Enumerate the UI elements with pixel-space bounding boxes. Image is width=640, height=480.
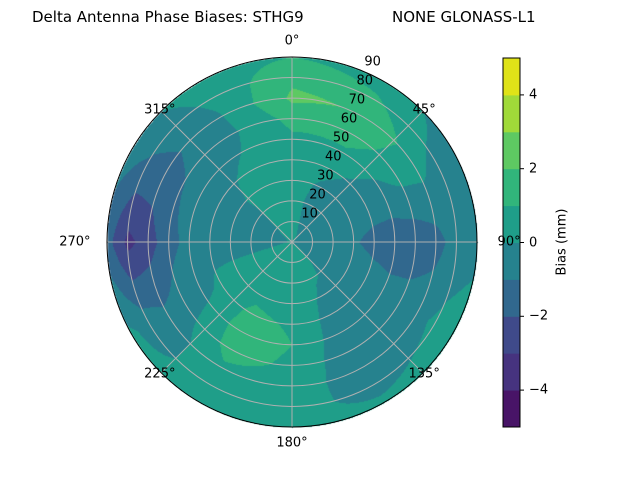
angular-gridline	[291, 241, 424, 374]
radial-tick-label: 40	[325, 149, 342, 165]
colorbar-tick-label: 0	[529, 235, 538, 250]
angular-gridline	[291, 110, 424, 243]
colorbar-label: Bias (mm)	[554, 208, 570, 276]
radial-tick-label: 80	[356, 73, 374, 89]
azimuth-tick-label: 180°	[276, 435, 308, 451]
colorbar-band	[503, 390, 520, 428]
azimuth-tick-label: 0°	[284, 33, 300, 49]
colorbar-band	[503, 205, 520, 243]
colorbar-tick-label: −2	[529, 308, 549, 324]
angular-gridline	[160, 241, 293, 374]
radial-tick-label: 20	[309, 187, 326, 203]
colorbar-tick-label: 4	[529, 87, 538, 103]
colorbar-band	[503, 168, 520, 207]
chart-title: Delta Antenna Phase Biases: STHG9	[32, 8, 304, 26]
colorbar-band	[503, 316, 520, 354]
azimuth-tick-label: 45°	[412, 102, 436, 118]
azimuth-tick-label: 225°	[144, 366, 176, 382]
angular-gridline	[160, 110, 293, 243]
colorbar-tick-label: −4	[529, 382, 549, 398]
colorbar-tick-label: 2	[529, 161, 538, 177]
colorbar-band	[503, 353, 520, 391]
colorbar-band	[503, 242, 520, 280]
colorbar-band	[503, 279, 520, 317]
colorbar-band	[503, 131, 520, 170]
colorbar-band	[503, 94, 520, 133]
azimuth-tick-label: 315°	[144, 102, 176, 118]
radial-tick-label: 30	[317, 168, 334, 184]
azimuth-tick-label: 135°	[408, 366, 440, 382]
radial-tick-label: 50	[332, 130, 350, 146]
radial-tick-label: 90	[364, 54, 381, 70]
radial-tick-label: 70	[348, 92, 366, 108]
azimuth-tick-label: 90°	[497, 234, 521, 250]
radial-tick-label: 60	[340, 111, 358, 127]
polar-frame	[106, 56, 478, 428]
chart-subtitle: NONE GLONASS-L1	[392, 8, 536, 26]
colorbar-band	[503, 58, 520, 96]
radial-tick-label: 10	[301, 206, 318, 222]
azimuth-tick-label: 270°	[59, 234, 91, 250]
